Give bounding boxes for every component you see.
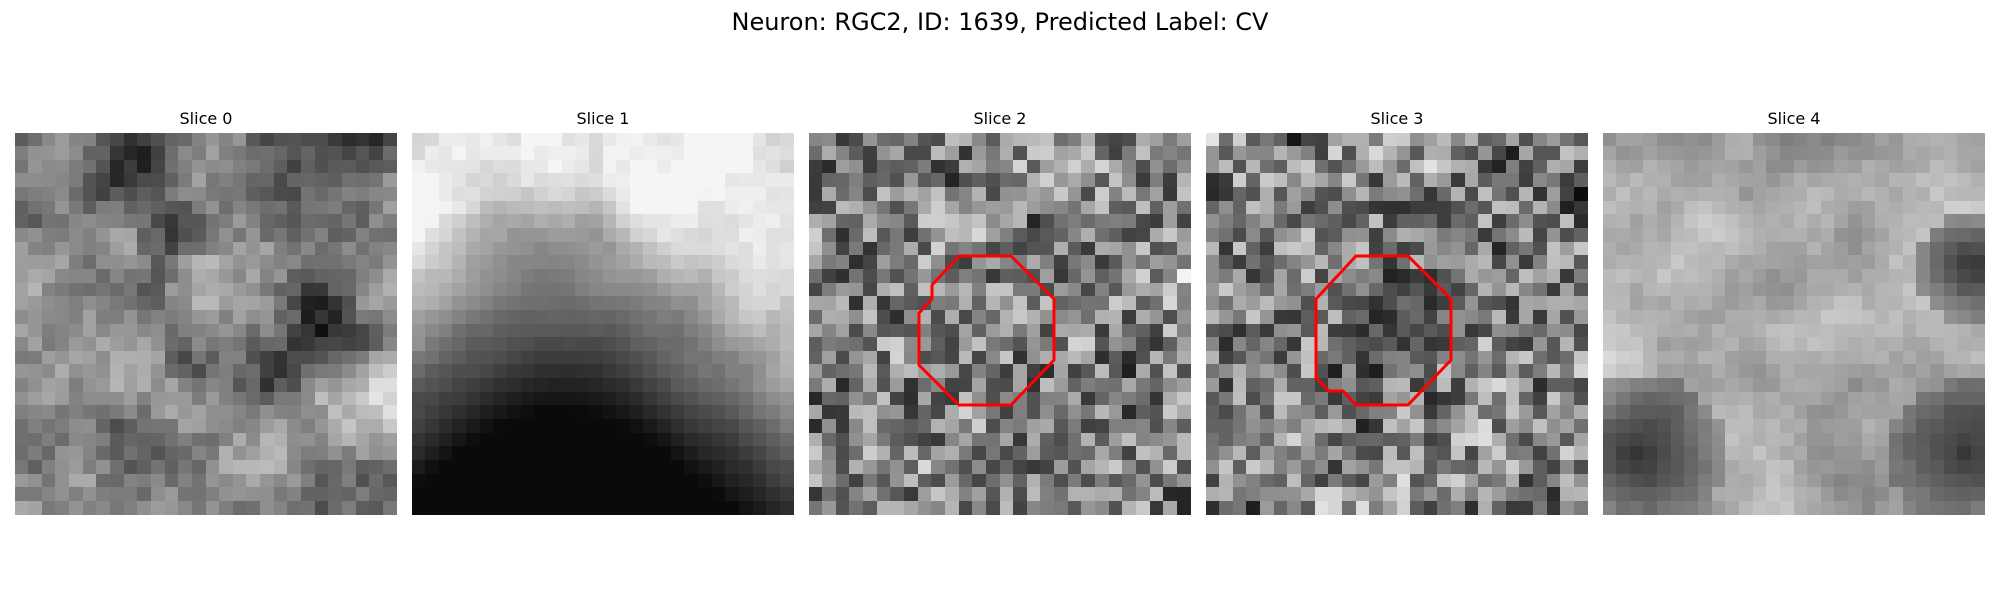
slice-image [15, 133, 397, 515]
figure-title: Neuron: RGC2, ID: 1639, Predicted Label:… [731, 8, 1269, 36]
slice-image [412, 133, 794, 515]
slice-title: Slice 0 [179, 109, 233, 128]
slice-image [1603, 133, 1985, 515]
slice-title: Slice 3 [1370, 109, 1424, 128]
slice-title: Slice 1 [576, 109, 630, 128]
slice-title: Slice 2 [973, 109, 1027, 128]
slice-title: Slice 4 [1767, 109, 1821, 128]
roi-outline [1314, 254, 1453, 407]
roi-outline [917, 254, 1056, 407]
slice-image [1206, 133, 1588, 515]
slice-image [809, 133, 1191, 515]
